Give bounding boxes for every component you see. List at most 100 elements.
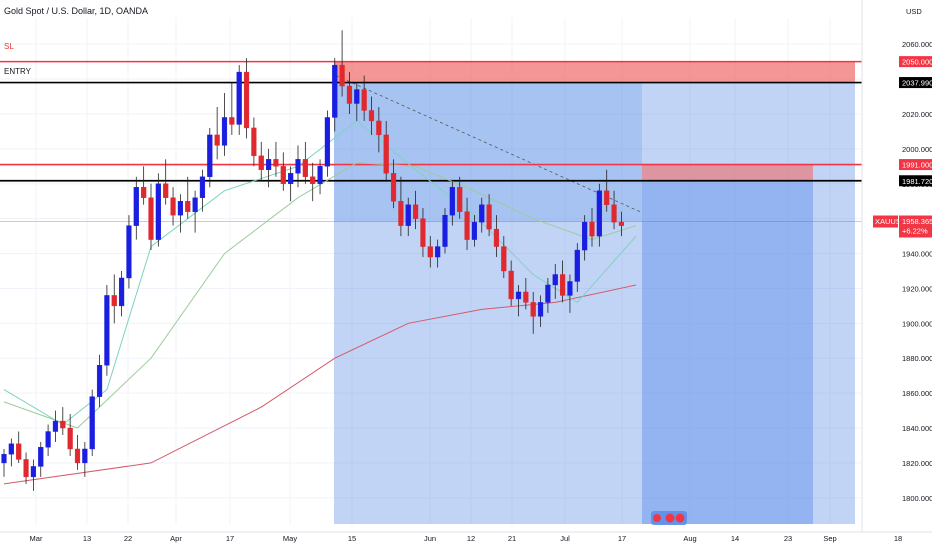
candle-body[interactable] [133,187,139,226]
candle-body[interactable] [185,201,191,212]
time-axis-label: Apr [170,534,182,543]
candle-body[interactable] [170,197,176,216]
candle-body[interactable] [89,396,95,450]
candle-body[interactable] [141,187,147,198]
candle-body[interactable] [243,71,250,129]
price-axis-label: 2060.000 [902,40,932,49]
price-axis-label: 1940.000 [902,250,932,259]
candle-body[interactable] [596,190,602,237]
candle-body[interactable] [126,225,132,279]
candle-body[interactable] [420,218,426,247]
candle-body[interactable] [8,443,14,455]
candle-body[interactable] [258,155,264,171]
candle-body[interactable] [611,204,617,223]
candle-body[interactable] [589,221,595,237]
candle-body[interactable] [30,466,37,478]
candle-body[interactable] [479,204,485,223]
candle-body[interactable] [346,85,353,104]
candle-body[interactable] [104,295,110,366]
candle-body[interactable] [111,295,117,307]
candle-body[interactable] [530,302,536,317]
candle-body[interactable] [449,187,455,216]
candle-body[interactable] [574,249,580,282]
candle-body[interactable] [192,197,198,212]
candle-body[interactable] [295,159,301,174]
time-axis-label: 17 [226,534,234,543]
price-tag-1 [899,77,932,89]
candle-body[interactable] [464,211,470,240]
candle-body[interactable] [280,166,286,184]
candle-body[interactable] [52,420,59,432]
candle-body[interactable] [1,454,7,464]
candle-body[interactable] [16,443,22,460]
candle-body[interactable] [618,221,625,226]
candle-body[interactable] [74,448,81,464]
candle-body[interactable] [339,64,345,87]
candle-body[interactable] [582,221,588,251]
candle-body[interactable] [435,246,441,258]
candle-body[interactable] [288,173,294,184]
time-axis-label: 12 [467,534,475,543]
candle-body[interactable] [251,127,257,157]
candle-body[interactable] [273,159,279,167]
candle-body[interactable] [229,117,235,125]
candle-body[interactable] [82,448,88,464]
candle-body[interactable] [96,365,103,397]
candle-body[interactable] [221,117,228,146]
candle-body[interactable] [38,447,44,467]
candle-body[interactable] [493,228,500,247]
candle-body[interactable] [163,183,169,198]
candle-body[interactable] [177,201,184,216]
candle-body[interactable] [236,71,242,125]
candle-body[interactable] [390,173,397,202]
candle-body[interactable] [508,270,514,300]
candle-body[interactable] [302,159,308,177]
candle-body[interactable] [310,176,316,184]
candle-body[interactable] [155,183,161,240]
candle-body[interactable] [523,291,529,303]
time-axis-label: Jun [424,534,436,543]
candle-body[interactable] [45,431,51,448]
candle-body[interactable] [368,110,375,122]
candle-body[interactable] [604,190,610,205]
candle-body[interactable] [501,246,507,272]
candle-body[interactable] [486,204,492,230]
candle-body[interactable] [383,134,389,174]
candle-body[interactable] [317,166,323,184]
candle-body[interactable] [545,284,551,303]
candle-body[interactable] [60,420,66,429]
candle-body[interactable] [457,187,463,212]
candle-body[interactable] [567,281,573,296]
candle-body[interactable] [214,134,220,146]
candle-body[interactable] [427,246,433,258]
candle-body[interactable] [266,159,272,171]
candle-body[interactable] [23,459,29,478]
price-axis [862,0,932,550]
candle-body[interactable] [560,274,566,296]
candle-body[interactable] [442,214,448,247]
candle-body[interactable] [405,204,411,226]
candle-body[interactable] [471,221,478,240]
candle-body[interactable] [148,197,154,240]
price-axis-label: 1900.000 [902,319,932,328]
candle-body[interactable] [413,204,419,219]
candle-body[interactable] [552,274,558,286]
flag-icon [665,513,675,523]
candle-body[interactable] [376,120,382,136]
candle-body[interactable] [324,117,331,167]
price-axis-label: 1860.000 [902,389,932,398]
candle-body[interactable] [515,291,522,300]
candle-body[interactable] [537,302,544,317]
time-axis-label: 14 [731,534,739,543]
candle-body[interactable] [398,201,404,226]
candle-body[interactable] [199,176,206,198]
candle-body[interactable] [332,64,338,118]
candle-body[interactable] [207,134,213,177]
candle-body[interactable] [67,427,73,450]
candle-body[interactable] [118,277,125,307]
candle-body[interactable] [354,89,360,104]
candle-body[interactable] [361,89,367,111]
